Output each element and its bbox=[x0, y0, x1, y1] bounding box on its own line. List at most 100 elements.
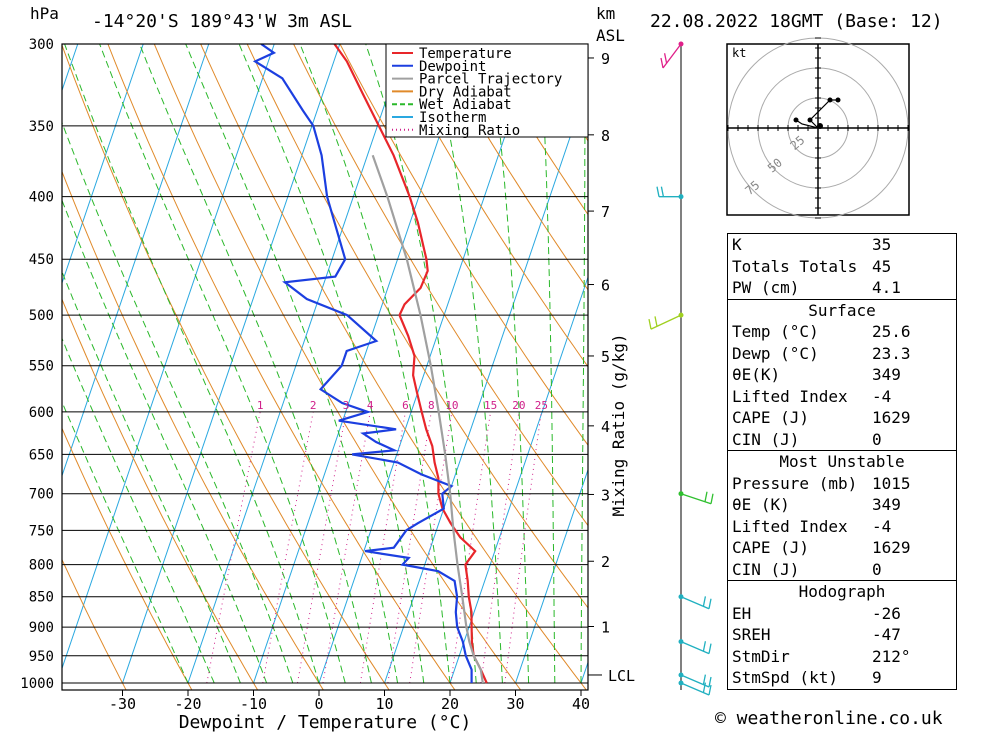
hodograph-title: Hodograph bbox=[798, 582, 886, 601]
copyright-footer: © weatheronline.co.uk bbox=[715, 708, 943, 729]
mixing-ratio-label: 3 bbox=[343, 399, 350, 412]
index-row: EH -26 bbox=[728, 603, 956, 625]
height-tick-label: 5 bbox=[601, 348, 610, 366]
mixing-ratio-label: 8 bbox=[428, 399, 435, 412]
index-row: θE (K) 349 bbox=[728, 494, 956, 516]
temperature-tick-label: 0 bbox=[314, 695, 323, 713]
mixing-ratio-label: 15 bbox=[484, 399, 497, 412]
wind-barb bbox=[656, 186, 684, 200]
index-value: 212° bbox=[872, 646, 911, 666]
legend-item: Temperature bbox=[419, 46, 512, 62]
index-label: Pressure (mb) bbox=[732, 473, 858, 493]
index-label: CIN (J) bbox=[732, 559, 800, 579]
pressure-tick-label: 350 bbox=[29, 119, 54, 135]
index-row: Totals Totals 45 bbox=[728, 256, 956, 278]
pressure-tick-label: 1000 bbox=[20, 676, 54, 692]
index-label: PW (cm) bbox=[732, 278, 800, 297]
indices-surface: Surface Temp (°C) 25.6 Dewp (°C) 23.3 θE(K) 3… bbox=[728, 300, 956, 451]
index-row: CIN (J) 0 bbox=[728, 429, 956, 451]
pressure-tick-label: 450 bbox=[29, 252, 54, 268]
pressure-tick-label: 650 bbox=[29, 447, 54, 463]
mixing-ratio-label: 1 bbox=[257, 399, 264, 412]
index-row: SREH -47 bbox=[728, 624, 956, 646]
index-row: K 35 bbox=[728, 234, 956, 256]
index-value: 45 bbox=[872, 256, 892, 276]
legend-item: Wet Adiabat bbox=[419, 97, 512, 113]
mixing-ratio-label: 25 bbox=[535, 399, 548, 412]
index-row: CAPE (J) 1629 bbox=[728, 407, 956, 429]
index-label: CIN (J) bbox=[732, 429, 800, 449]
indices-top: K 35 Totals Totals 45 PW (cm) 4.1 bbox=[728, 234, 956, 300]
height-tick-label: 7 bbox=[601, 203, 610, 221]
index-value: 1629 bbox=[872, 408, 911, 427]
pressure-tick-label: 800 bbox=[29, 558, 54, 574]
mixing-ratio-label: 4 bbox=[367, 399, 374, 412]
pressure-tick-label: 900 bbox=[29, 620, 54, 636]
lcl-label: LCL bbox=[608, 667, 635, 685]
pressure-unit-label: hPa bbox=[30, 4, 59, 23]
pressure-tick-label: 500 bbox=[29, 308, 54, 324]
index-label: θE (K) bbox=[732, 495, 790, 514]
mixing-ratio-label: 10 bbox=[445, 399, 458, 412]
index-label: Dewp (°C) bbox=[732, 343, 819, 363]
series-parcel-trajectory bbox=[371, 154, 484, 684]
index-value: 35 bbox=[872, 235, 892, 254]
height-tick-label: 2 bbox=[601, 553, 610, 571]
index-value: 0 bbox=[872, 559, 882, 579]
wind-barb bbox=[678, 491, 714, 505]
index-value: -4 bbox=[872, 516, 892, 536]
index-value: -4 bbox=[872, 386, 892, 406]
indices-most-unstable: Most Unstable Pressure (mb) 1015 θE (K) 349… bbox=[728, 451, 956, 581]
wind-barb bbox=[678, 680, 712, 696]
height-tick-label: 8 bbox=[601, 127, 610, 145]
index-value: 349 bbox=[872, 365, 901, 384]
index-value: 9 bbox=[872, 668, 882, 687]
pressure-tick-label: 400 bbox=[29, 190, 54, 206]
mixing-ratio-axis-label: Mixing Ratio (g/kg) bbox=[609, 333, 628, 516]
pressure-tick-label: 850 bbox=[29, 590, 54, 606]
legend-item: Dry Adiabat bbox=[419, 84, 512, 100]
series-temperature bbox=[333, 44, 488, 684]
temperature-tick-label: -20 bbox=[174, 695, 201, 713]
pressure-tick-label: 300 bbox=[29, 37, 54, 53]
datetime-title: 22.08.2022 18GMT (Base: 12) bbox=[650, 11, 943, 32]
legend-item: Parcel Trajectory bbox=[419, 72, 562, 88]
index-row: θE(K) 349 bbox=[728, 364, 956, 386]
most-unstable-title: Most Unstable bbox=[779, 452, 905, 471]
wind-barb bbox=[660, 41, 684, 69]
index-value: 0 bbox=[872, 429, 882, 449]
index-label: CAPE (J) bbox=[732, 408, 810, 427]
index-label: SREH bbox=[732, 625, 771, 644]
pressure-tick-label: 600 bbox=[29, 405, 54, 421]
index-row: CAPE (J) 1629 bbox=[728, 537, 956, 559]
index-label: Totals Totals bbox=[732, 256, 858, 276]
wind-barb bbox=[648, 312, 684, 330]
mixing-ratio-label: 2 bbox=[310, 399, 317, 412]
indices-hodograph: Hodograph EH -26 SREH -47 StmDir 212° StmSpd (… bbox=[728, 581, 956, 689]
legend-item: Mixing Ratio bbox=[419, 123, 520, 139]
height-unit-sub: ASL bbox=[596, 26, 625, 45]
pressure-tick-label: 750 bbox=[29, 523, 54, 539]
wind-barb bbox=[678, 594, 712, 610]
profile-series bbox=[252, 44, 488, 684]
pressure-tick-label: 950 bbox=[29, 649, 54, 665]
index-value: -26 bbox=[872, 603, 901, 623]
index-row: StmDir 212° bbox=[728, 646, 956, 668]
height-tick-label: 4 bbox=[601, 418, 610, 436]
index-value: 349 bbox=[872, 495, 901, 514]
wind-barbs bbox=[648, 41, 714, 696]
index-label: Temp (°C) bbox=[732, 322, 819, 341]
temperature-tick-label: 30 bbox=[506, 695, 524, 713]
series-dewpoint bbox=[252, 44, 473, 683]
height-tick-label: 9 bbox=[601, 50, 610, 68]
temperature-tick-label: -10 bbox=[240, 695, 267, 713]
height-unit-label: km bbox=[596, 4, 615, 23]
index-value: -47 bbox=[872, 625, 901, 644]
index-row: Dewp (°C) 23.3 bbox=[728, 343, 956, 365]
index-label: Lifted Index bbox=[732, 516, 848, 536]
index-row: StmSpd (kt) 9 bbox=[728, 667, 956, 689]
index-label: EH bbox=[732, 603, 752, 623]
